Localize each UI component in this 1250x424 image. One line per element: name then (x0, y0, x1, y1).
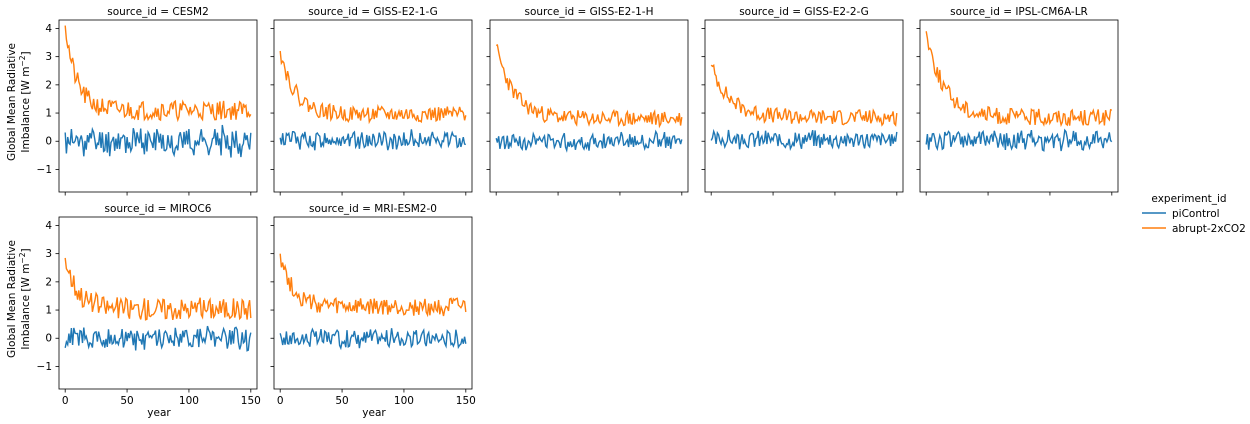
panel-frame (273, 19, 473, 193)
series-line-picontrol (279, 129, 467, 151)
facet-panel: source_id = MIROC6 −1 0 1 2 3 4 0 50 100 150 (37, 203, 261, 407)
series-line-abrupt-2xco2 (64, 257, 252, 321)
series-line-abrupt-2xco2 (710, 64, 898, 127)
xtick-label: 0 (277, 395, 284, 407)
ytick-label: 1 (45, 108, 52, 120)
panel-frame (704, 19, 904, 193)
facet-panel: source_id = GISS-E2-2-G (701, 6, 904, 196)
facet-panels: source_id = CESM2 −1 0 1 2 3 4 source_id = GISS… (37, 6, 1119, 407)
ytick-label: 3 (45, 51, 52, 63)
series-line-abrupt-2xco2 (279, 50, 467, 125)
panel-frame (919, 19, 1119, 193)
xtick-label: 50 (120, 395, 133, 407)
panel-title: source_id = GISS-E2-1-G (308, 6, 438, 18)
facet-panel: source_id = CESM2 −1 0 1 2 3 4 (37, 6, 258, 196)
ytick-label: 0 (45, 333, 52, 345)
panel-frame (273, 216, 473, 390)
xtick-label: 150 (456, 395, 476, 407)
facet-panel: source_id = MRI-ESM2-0 0 50 100 150 (270, 203, 476, 407)
panel-title: source_id = CESM2 (107, 6, 209, 18)
xtick-label: 100 (394, 395, 414, 407)
legend-label-abrupt: abrupt-2xCO2 (1172, 223, 1246, 235)
ytick-label: 2 (45, 79, 52, 91)
ytick-label: −1 (37, 164, 52, 176)
legend-title: experiment_id (1151, 193, 1226, 205)
ylabel-row2-line2: Imbalance [W m−2] (18, 248, 32, 349)
xtick-label: 150 (241, 395, 261, 407)
ytick-label: 2 (45, 276, 52, 288)
xlabel-col1: year (147, 407, 171, 419)
series-line-abrupt-2xco2 (64, 25, 252, 123)
ylabel-row2: Global Mean Radiative (6, 240, 18, 358)
ylabel-row1-line2: Imbalance [W m−2] (18, 51, 32, 152)
panel-frame (489, 19, 689, 193)
legend-label-picontrol: piControl (1172, 208, 1220, 220)
panel-title: source_id = MIROC6 (105, 203, 212, 215)
series-line-picontrol (925, 128, 1113, 152)
legend: experiment_id piControl abrupt-2xCO2 (1142, 193, 1246, 235)
facet-panel: source_id = IPSL-CM6A-LR (916, 6, 1119, 196)
series-line-picontrol (64, 325, 252, 352)
panel-title: source_id = GISS-E2-2-G (739, 6, 869, 18)
series-line-abrupt-2xco2 (495, 44, 683, 129)
ytick-label: 3 (45, 248, 52, 260)
panel-title: source_id = MRI-ESM2-0 (309, 203, 437, 215)
series-line-abrupt-2xco2 (925, 31, 1113, 128)
series-line-abrupt-2xco2 (279, 253, 467, 318)
xtick-label: 100 (179, 395, 199, 407)
xtick-label: 50 (335, 395, 348, 407)
panel-title: source_id = IPSL-CM6A-LR (950, 6, 1088, 18)
series-line-picontrol (279, 327, 467, 351)
ytick-label: 0 (45, 136, 52, 148)
panel-frame (58, 216, 258, 390)
ytick-label: 4 (45, 23, 52, 35)
series-line-picontrol (495, 129, 683, 153)
xtick-label: 0 (62, 395, 69, 407)
facet-panel: source_id = GISS-E2-1-G (270, 6, 473, 196)
panel-title: source_id = GISS-E2-1-H (525, 6, 654, 18)
ytick-label: −1 (37, 361, 52, 373)
ytick-label: 1 (45, 305, 52, 317)
series-line-picontrol (710, 128, 898, 151)
facet-panel: source_id = GISS-E2-1-H (486, 6, 689, 196)
ytick-label: 4 (45, 220, 52, 232)
series-line-picontrol (64, 124, 252, 158)
xlabel-col2: year (362, 407, 386, 419)
panel-frame (58, 19, 258, 193)
ylabel-row1: Global Mean Radiative (6, 43, 18, 161)
